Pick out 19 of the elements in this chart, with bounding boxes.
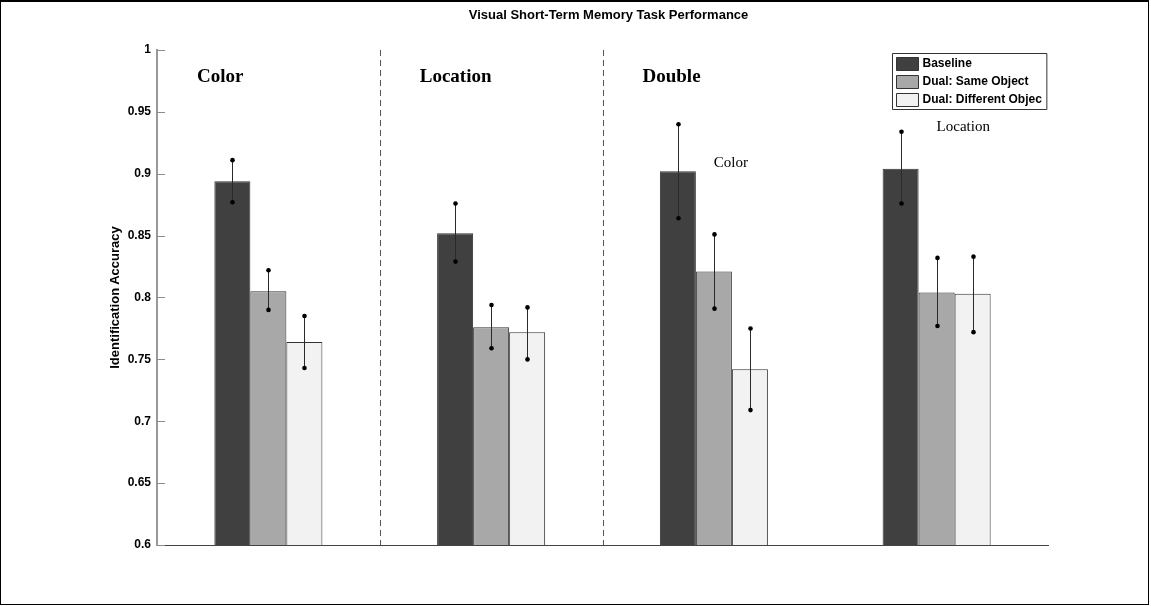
y-tick-label: 0.65 (127, 475, 152, 490)
annotation: Double (642, 64, 701, 86)
y-tick-label: 0.85 (127, 227, 152, 242)
legend-label: Dual: Different Objec (922, 91, 1043, 106)
y-tick-label: 0.8 (134, 289, 152, 304)
y-tick-label: 0.9 (134, 166, 152, 181)
y-tick-label: 0.6 (134, 537, 152, 552)
legend-label: Baseline (922, 55, 973, 70)
y-tick-label: 0.7 (134, 413, 152, 428)
annotation: Location (419, 64, 492, 86)
y-tick-label: 1 (144, 42, 152, 57)
annotation: Color (713, 153, 749, 170)
legend-label: Dual: Same Object (922, 73, 1029, 88)
y-tick-label: 0.75 (127, 351, 152, 366)
y-tick-label: 0.95 (127, 104, 152, 119)
chart-title: Visual Short-Term Memory Task Performance (468, 6, 749, 22)
annotation: Color (197, 64, 244, 86)
y-axis-title: Identification Accuracy (106, 225, 122, 369)
annotation: Location (936, 117, 991, 134)
